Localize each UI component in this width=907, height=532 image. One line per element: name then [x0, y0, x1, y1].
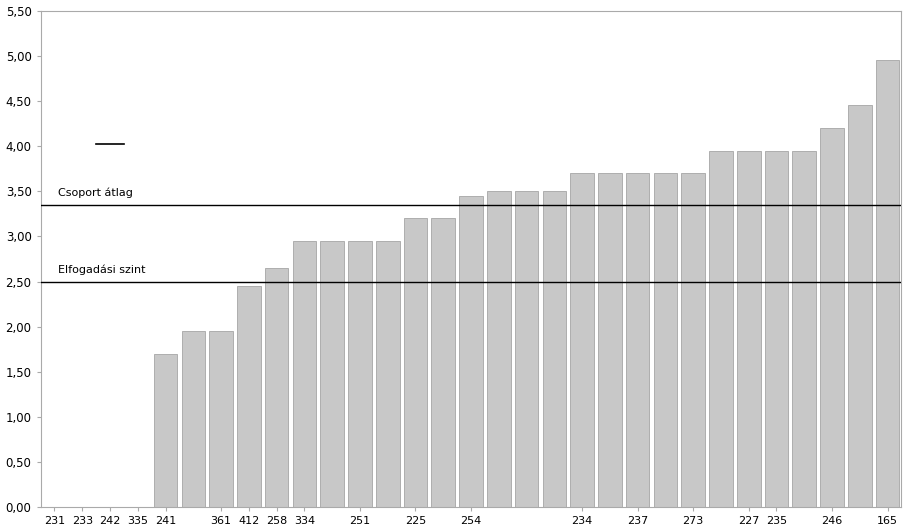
- Bar: [793, 151, 816, 508]
- Bar: [432, 218, 455, 508]
- Bar: [571, 173, 594, 508]
- Bar: [515, 191, 539, 508]
- Bar: [348, 241, 372, 508]
- Bar: [375, 241, 399, 508]
- Bar: [181, 331, 205, 508]
- Bar: [404, 218, 427, 508]
- Bar: [459, 196, 483, 508]
- Bar: [237, 286, 260, 508]
- Bar: [654, 173, 678, 508]
- Bar: [542, 191, 566, 508]
- Bar: [876, 60, 900, 508]
- Bar: [487, 191, 511, 508]
- Bar: [320, 241, 344, 508]
- Text: Elfogadási szint: Elfogadási szint: [58, 265, 145, 275]
- Bar: [681, 173, 705, 508]
- Bar: [210, 331, 233, 508]
- Bar: [626, 173, 649, 508]
- Bar: [154, 354, 178, 508]
- Bar: [709, 151, 733, 508]
- Bar: [848, 105, 872, 508]
- Bar: [765, 151, 788, 508]
- Bar: [736, 151, 760, 508]
- Bar: [598, 173, 621, 508]
- Text: Csoport átlag: Csoport átlag: [58, 188, 132, 198]
- Bar: [820, 128, 844, 508]
- Bar: [293, 241, 317, 508]
- Bar: [265, 268, 288, 508]
